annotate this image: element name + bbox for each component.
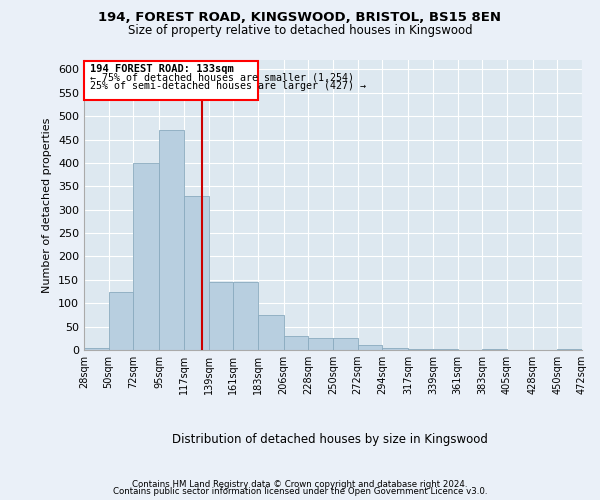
Text: Size of property relative to detached houses in Kingswood: Size of property relative to detached ho…	[128, 24, 472, 37]
Bar	[109, 292, 133, 350]
Bar	[133, 163, 159, 350]
FancyBboxPatch shape	[84, 61, 258, 100]
Bar	[308, 338, 333, 350]
Text: Contains HM Land Registry data © Crown copyright and database right 2024.: Contains HM Land Registry data © Crown c…	[132, 480, 468, 489]
Bar	[382, 348, 408, 350]
Text: Distribution of detached houses by size in Kingswood: Distribution of detached houses by size …	[172, 432, 488, 446]
Text: ← 75% of detached houses are smaller (1,254): ← 75% of detached houses are smaller (1,…	[89, 72, 353, 82]
Bar	[358, 346, 382, 350]
Text: 194, FOREST ROAD, KINGSWOOD, BRISTOL, BS15 8EN: 194, FOREST ROAD, KINGSWOOD, BRISTOL, BS…	[98, 11, 502, 24]
Bar	[482, 349, 507, 350]
Text: 194 FOREST ROAD: 133sqm: 194 FOREST ROAD: 133sqm	[89, 64, 233, 74]
Bar	[159, 130, 184, 350]
Y-axis label: Number of detached properties: Number of detached properties	[43, 118, 52, 292]
Bar	[333, 338, 358, 350]
Text: 25% of semi-detached houses are larger (427) →: 25% of semi-detached houses are larger (…	[89, 80, 365, 90]
Bar	[408, 349, 433, 350]
Bar	[233, 282, 258, 350]
Bar	[433, 349, 458, 350]
Text: Contains public sector information licensed under the Open Government Licence v3: Contains public sector information licen…	[113, 487, 487, 496]
Bar	[557, 349, 582, 350]
Bar	[209, 282, 233, 350]
Bar	[84, 348, 109, 350]
Bar	[284, 336, 308, 350]
Bar	[184, 196, 209, 350]
Bar	[258, 315, 284, 350]
